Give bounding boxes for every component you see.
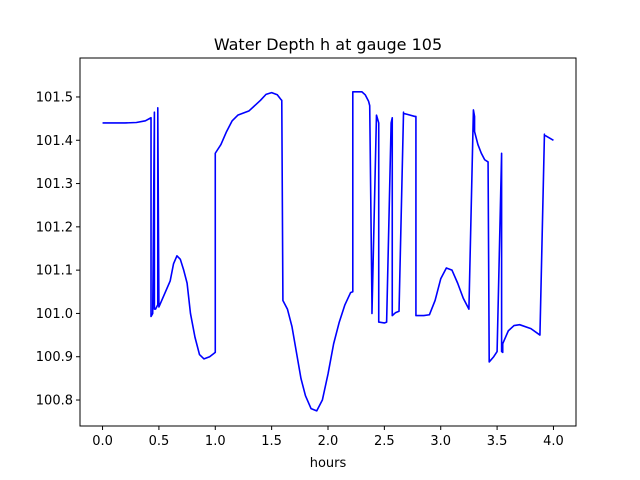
y-tick-label: 101.1 bbox=[36, 264, 73, 279]
y-axis-ticks: 100.8 100.9 101.0 101.1 101.2 101.3 101.4 101.5 bbox=[36, 90, 80, 409]
plot-area bbox=[102, 90, 554, 412]
x-tick-label: 1.5 bbox=[261, 434, 282, 449]
x-tick-label: 0.0 bbox=[92, 434, 113, 449]
chart-title: Water Depth h at gauge 105 bbox=[214, 35, 442, 54]
x-tick-label: 0.5 bbox=[149, 434, 170, 449]
x-tick-label: 2.0 bbox=[318, 434, 339, 449]
x-tick-label: 3.0 bbox=[430, 434, 451, 449]
y-tick-label: 100.9 bbox=[36, 350, 73, 365]
x-axis-ticks: 0.0 0.5 1.0 1.5 2.0 2.5 3.0 3.5 4.0 bbox=[92, 426, 564, 449]
y-tick-label: 101.2 bbox=[36, 220, 73, 235]
y-tick-label: 100.8 bbox=[36, 394, 73, 409]
x-tick-label: 3.5 bbox=[487, 434, 508, 449]
y-tick-label: 101.5 bbox=[36, 90, 73, 105]
series-line-0 bbox=[102, 90, 554, 412]
x-axis-label: hours bbox=[310, 456, 347, 471]
y-tick-label: 101.4 bbox=[36, 134, 73, 149]
x-tick-label: 4.0 bbox=[543, 434, 564, 449]
x-tick-label: 1.0 bbox=[205, 434, 226, 449]
x-tick-label: 2.5 bbox=[374, 434, 395, 449]
y-tick-label: 101.3 bbox=[36, 177, 73, 192]
y-tick-label: 101.0 bbox=[36, 307, 73, 322]
